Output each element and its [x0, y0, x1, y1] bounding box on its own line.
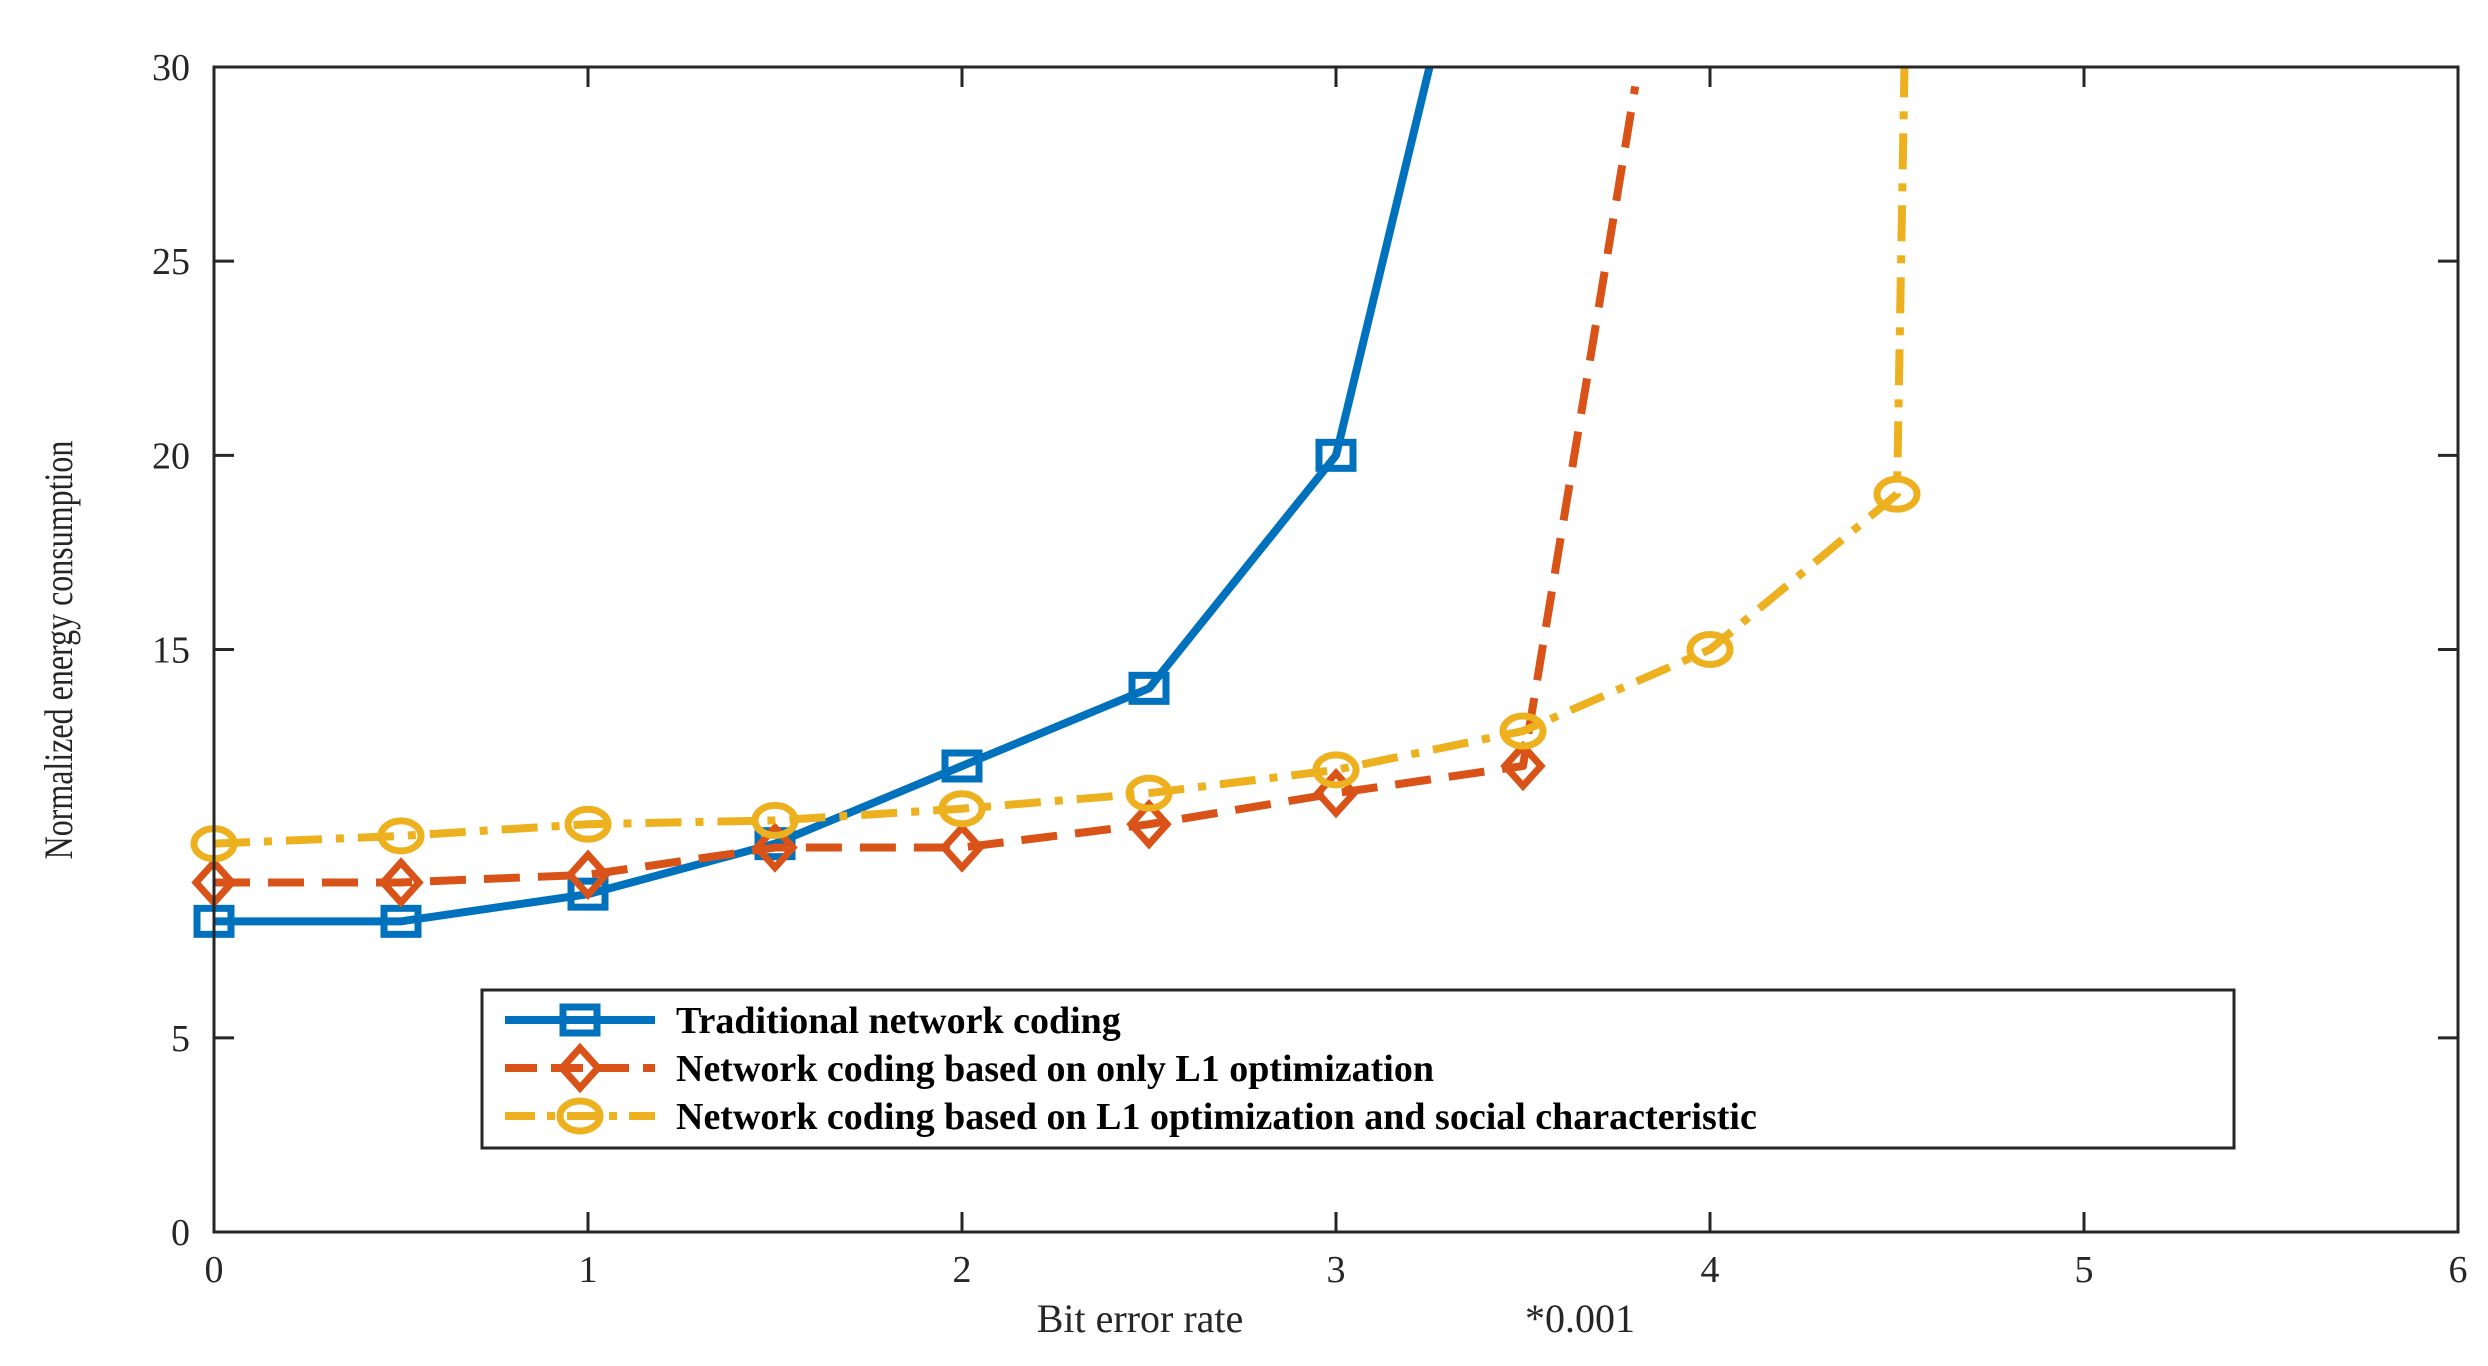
- x-tick-label: 0: [205, 1249, 224, 1291]
- data-point-marker: [939, 822, 985, 873]
- data-point-marker: [1128, 671, 1170, 705]
- x-tick-label: 4: [1701, 1249, 1720, 1291]
- y-tick-label: 25: [152, 241, 190, 283]
- data-point-marker: [751, 801, 799, 839]
- x-axis-multiplier: *0.001: [1525, 1296, 1635, 1341]
- series-1: [193, 66, 1434, 938]
- series-layer: [190, 66, 1921, 938]
- data-point-marker: [1500, 740, 1546, 792]
- x-tick-label: 5: [2075, 1249, 2094, 1291]
- x-tick-label: 3: [1327, 1249, 1346, 1291]
- series-line: [213, 66, 1909, 848]
- legend-label: Network coding based on only L1 optimiza…: [676, 1048, 1434, 1090]
- legend-marker: [559, 1003, 601, 1037]
- y-tick-label: 30: [152, 47, 190, 89]
- legend-label: Network coding based on L1 optimization …: [676, 1096, 1757, 1138]
- y-tick-label: 15: [152, 630, 190, 672]
- x-tick-label: 6: [2449, 1249, 2468, 1291]
- x-axis-label: Bit error rate: [1037, 1296, 1244, 1341]
- legend-entry-1: Traditional network coding: [505, 1000, 1121, 1042]
- data-point-marker: [1499, 712, 1547, 750]
- legend-label: Traditional network coding: [676, 1000, 1121, 1042]
- legend-box: [480, 988, 2236, 1150]
- y-tick-label: 5: [171, 1018, 190, 1060]
- data-point-marker: [1126, 799, 1172, 850]
- y-axis-label: Normalized energy consumption: [37, 441, 81, 860]
- legend-marker: [557, 1042, 603, 1094]
- legend-entry-3: Network coding based on L1 optimization …: [505, 1096, 1757, 1138]
- series-3: [190, 66, 1921, 863]
- y-axis: 0 5 15 20 25 30: [152, 47, 2458, 1254]
- series-2: [191, 85, 1640, 908]
- data-point-marker: [377, 817, 425, 855]
- data-point-marker: [380, 904, 422, 938]
- legend-items: Traditional network coding Network coding…: [505, 1000, 1757, 1138]
- data-point-marker: [1873, 475, 1921, 513]
- data-point-marker: [1312, 751, 1360, 789]
- x-tick-label: 1: [579, 1249, 598, 1291]
- data-point-marker: [1686, 631, 1734, 668]
- data-point-marker: [567, 877, 609, 911]
- series-line: [214, 66, 1434, 926]
- series-line: [214, 85, 1640, 887]
- data-point-marker: [1125, 774, 1173, 812]
- y-tick-label: 20: [152, 435, 190, 477]
- legend-marker: [556, 1097, 604, 1135]
- y-tick-label: 0: [171, 1212, 190, 1254]
- data-point-marker: [565, 849, 611, 900]
- legend: Traditional network coding Network coding…: [480, 988, 2236, 1150]
- x-axis: 0 1 2 3 4 5 6: [205, 67, 2468, 1291]
- data-point-marker: [1315, 438, 1357, 472]
- legend-entry-2: Network coding based on only L1 optimiza…: [505, 1042, 1434, 1094]
- data-point-marker: [938, 790, 986, 828]
- x-tick-label: 2: [953, 1249, 972, 1291]
- data-point-marker: [941, 749, 983, 783]
- data-point-marker: [752, 822, 798, 873]
- data-point-marker: [378, 857, 424, 908]
- data-point-marker: [564, 805, 612, 843]
- data-point-marker: [1313, 767, 1359, 819]
